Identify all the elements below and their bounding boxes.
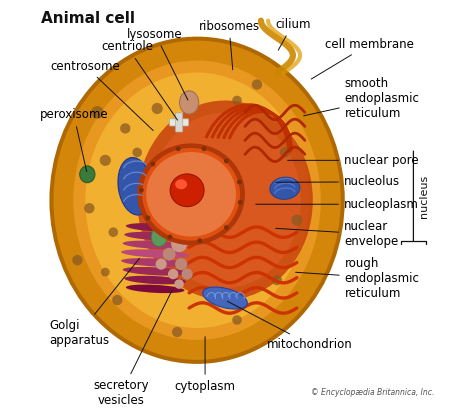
- Text: Golgi
apparatus: Golgi apparatus: [49, 258, 139, 347]
- Text: nucleoplasm: nucleoplasm: [256, 198, 419, 211]
- Text: © Encyclopædia Britannica, Inc.: © Encyclopædia Britannica, Inc.: [311, 388, 435, 397]
- Ellipse shape: [112, 295, 122, 305]
- Ellipse shape: [151, 227, 167, 246]
- Ellipse shape: [101, 268, 109, 276]
- Ellipse shape: [137, 143, 245, 245]
- Ellipse shape: [150, 162, 155, 166]
- Ellipse shape: [163, 248, 175, 260]
- Ellipse shape: [132, 147, 142, 157]
- Text: lysosome: lysosome: [128, 28, 188, 100]
- Ellipse shape: [80, 166, 95, 183]
- Ellipse shape: [170, 174, 204, 207]
- Text: centriole: centriole: [101, 40, 178, 120]
- Ellipse shape: [124, 276, 186, 284]
- Text: nucleolus: nucleolus: [276, 176, 400, 188]
- Ellipse shape: [146, 152, 236, 236]
- Ellipse shape: [182, 269, 193, 280]
- Ellipse shape: [126, 285, 184, 293]
- Ellipse shape: [175, 258, 187, 270]
- Ellipse shape: [85, 73, 309, 328]
- Ellipse shape: [72, 255, 82, 265]
- Ellipse shape: [123, 267, 188, 276]
- Ellipse shape: [224, 159, 229, 163]
- Ellipse shape: [171, 236, 187, 252]
- Text: peroxisome: peroxisome: [39, 108, 108, 171]
- Ellipse shape: [224, 225, 229, 230]
- Ellipse shape: [238, 200, 243, 205]
- Ellipse shape: [73, 61, 321, 340]
- Ellipse shape: [168, 269, 178, 279]
- Ellipse shape: [232, 96, 242, 105]
- Ellipse shape: [176, 146, 181, 151]
- Text: cytoplasm: cytoplasm: [174, 337, 236, 393]
- Ellipse shape: [54, 41, 341, 360]
- Text: mitochondrion: mitochondrion: [228, 301, 353, 351]
- Text: secretory
vesicles: secretory vesicles: [93, 290, 172, 407]
- Text: ribosomes: ribosomes: [199, 20, 260, 70]
- Ellipse shape: [124, 232, 186, 241]
- Ellipse shape: [168, 234, 173, 239]
- Ellipse shape: [137, 101, 313, 300]
- Ellipse shape: [172, 327, 182, 337]
- Ellipse shape: [121, 249, 189, 258]
- Ellipse shape: [149, 112, 301, 288]
- Ellipse shape: [174, 279, 184, 289]
- Ellipse shape: [109, 227, 118, 237]
- Ellipse shape: [100, 155, 111, 166]
- Ellipse shape: [139, 188, 144, 192]
- Ellipse shape: [197, 238, 202, 243]
- Text: cilium: cilium: [275, 18, 310, 50]
- Ellipse shape: [180, 91, 199, 114]
- Ellipse shape: [126, 223, 184, 232]
- Ellipse shape: [201, 146, 206, 151]
- Ellipse shape: [280, 147, 290, 157]
- Ellipse shape: [232, 315, 242, 325]
- Text: Animal cell: Animal cell: [41, 11, 136, 26]
- Ellipse shape: [123, 241, 188, 249]
- Ellipse shape: [142, 148, 240, 241]
- Ellipse shape: [292, 215, 302, 226]
- Ellipse shape: [270, 177, 300, 199]
- Ellipse shape: [175, 179, 187, 189]
- Ellipse shape: [121, 258, 189, 267]
- Text: centrosome: centrosome: [50, 59, 153, 131]
- Ellipse shape: [146, 215, 150, 220]
- Ellipse shape: [120, 123, 130, 133]
- Ellipse shape: [155, 258, 167, 270]
- Ellipse shape: [91, 106, 104, 119]
- Ellipse shape: [237, 180, 242, 185]
- Ellipse shape: [203, 287, 247, 309]
- Ellipse shape: [84, 203, 94, 213]
- Text: nucleus: nucleus: [419, 175, 429, 218]
- Ellipse shape: [272, 275, 282, 285]
- FancyBboxPatch shape: [170, 119, 189, 126]
- Ellipse shape: [252, 80, 262, 90]
- Text: smooth
endoplasmic
reticulum: smooth endoplasmic reticulum: [303, 77, 419, 120]
- Text: nuclear pore: nuclear pore: [288, 154, 419, 167]
- Text: nuclear
envelope: nuclear envelope: [276, 220, 398, 248]
- Text: cell membrane: cell membrane: [311, 37, 414, 79]
- Ellipse shape: [49, 37, 345, 364]
- Ellipse shape: [152, 103, 163, 114]
- Text: rough
endoplasmic
reticulum: rough endoplasmic reticulum: [296, 257, 419, 300]
- Ellipse shape: [118, 157, 153, 215]
- FancyBboxPatch shape: [175, 113, 182, 132]
